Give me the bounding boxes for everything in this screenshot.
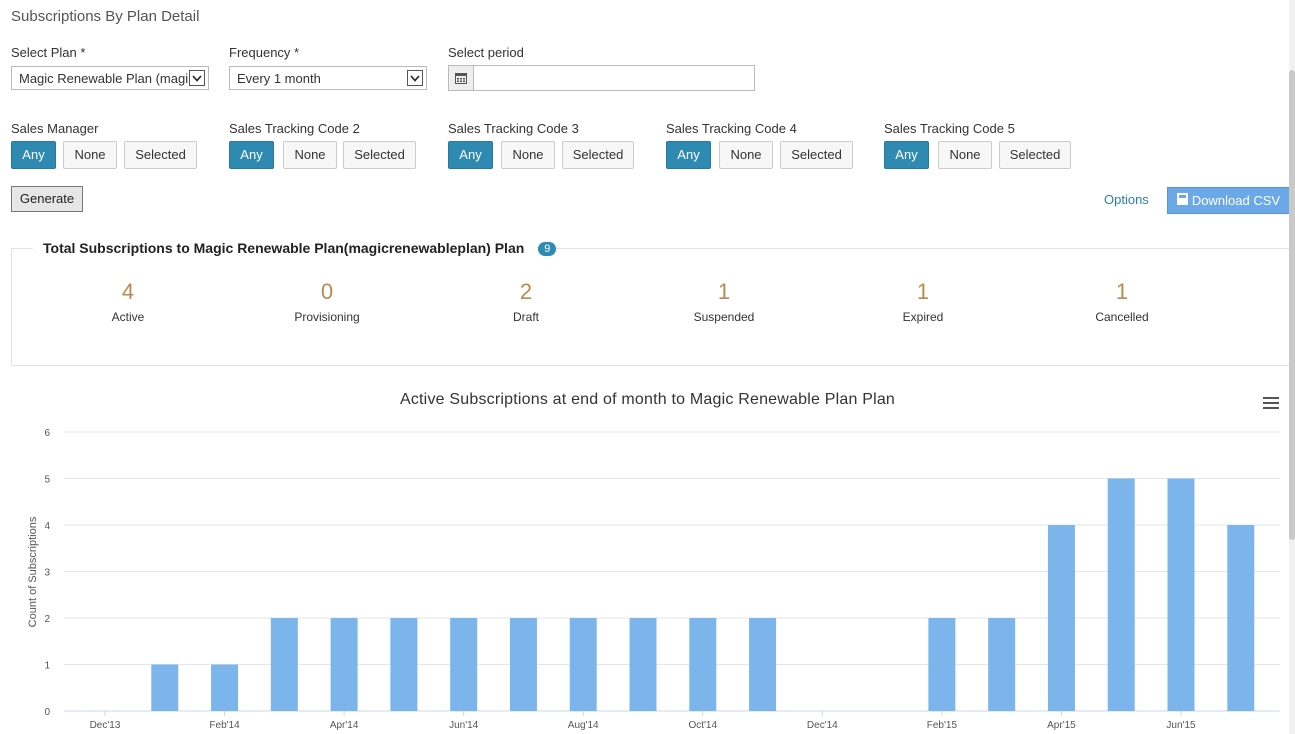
stat-cancelled: 1 Cancelled [1062, 278, 1182, 324]
bar-chart: 0 1 2 3 4 5 6 Dec'13 Feb'14 Apr'14 Jun'14 Aug'14 Oct… [44, 428, 1280, 731]
y-tick-label: 2 [44, 614, 50, 625]
bar [450, 618, 478, 711]
x-tick-label: Dec'14 [807, 720, 838, 731]
stat-value: 4 [121, 279, 135, 304]
x-tick-label: Feb'14 [209, 720, 240, 731]
stat-value: 2 [519, 279, 533, 304]
download-icon [1176, 188, 1188, 213]
y-tick-label: 0 [44, 707, 50, 718]
bar [689, 618, 717, 711]
selected-button[interactable]: Selected [999, 141, 1071, 169]
chevron-down-icon[interactable] [407, 70, 423, 86]
select-plan-label: Select Plan * [11, 45, 86, 60]
y-tick-label: 5 [44, 475, 50, 486]
y-tick-label: 4 [44, 521, 50, 532]
y-tick-label: 3 [44, 568, 50, 579]
bar [569, 618, 597, 711]
x-tick-label: Aug'14 [568, 720, 599, 731]
stat-value: 0 [320, 279, 334, 304]
chevron-down-icon[interactable] [189, 70, 205, 86]
any-button[interactable]: Any [448, 141, 493, 169]
group-label: Sales Tracking Code 3 [448, 121, 579, 136]
x-tick-label: Jun'14 [449, 720, 479, 731]
stat-value: 1 [1115, 279, 1129, 304]
bar [1167, 478, 1195, 711]
selected-button[interactable]: Selected [343, 141, 416, 169]
stat-active: 4 Active [68, 278, 188, 324]
stat-value: 1 [717, 279, 731, 304]
stat-label: Expired [902, 310, 944, 324]
selected-button[interactable]: Selected [780, 141, 853, 169]
group-label: Sales Tracking Code 4 [666, 121, 797, 136]
calendar-icon[interactable] [449, 66, 474, 90]
bar [988, 618, 1016, 711]
plan-select-value: Magic Renewable Plan (magi [19, 71, 189, 86]
stat-label: Suspended [693, 310, 755, 324]
x-tick-label: Apr'14 [330, 720, 359, 731]
y-tick-label: 6 [44, 428, 50, 439]
download-csv-label: Download CSV [1191, 193, 1281, 208]
any-button[interactable]: Any [229, 141, 274, 169]
download-csv-button[interactable]: Download CSV [1167, 187, 1290, 214]
bar [629, 618, 657, 711]
bar [270, 618, 298, 711]
stat-label: Active [111, 310, 145, 324]
bar [1047, 525, 1075, 711]
summary-title-text: Total Subscriptions to Magic Renewable P… [33, 240, 535, 256]
y-tick-label: 1 [44, 661, 50, 672]
x-tick-label: Apr'15 [1047, 720, 1076, 731]
group-label: Sales Tracking Code 2 [229, 121, 360, 136]
bar [151, 664, 179, 711]
plan-select[interactable]: Magic Renewable Plan (magi [11, 66, 209, 90]
frequency-select-value: Every 1 month [237, 71, 321, 86]
group-label: Sales Manager [11, 121, 99, 136]
stat-expired: 1 Expired [863, 278, 983, 324]
bar [749, 618, 777, 711]
period-input[interactable] [448, 65, 755, 91]
bar [390, 618, 418, 711]
selected-button[interactable]: Selected [124, 141, 197, 169]
selected-button[interactable]: Selected [562, 141, 634, 169]
x-tick-label: Dec'13 [90, 720, 121, 731]
x-tick-label: Jun'15 [1166, 720, 1196, 731]
bar [928, 618, 956, 711]
select-period-label: Select period [448, 45, 524, 60]
bar [330, 618, 358, 711]
options-link[interactable]: Options [1104, 192, 1149, 207]
none-button[interactable]: None [938, 141, 992, 169]
x-tick-label: Feb'15 [927, 720, 958, 731]
page-title: Subscriptions By Plan Detail [11, 8, 200, 25]
scrollbar-thumb[interactable] [1289, 70, 1295, 540]
stat-draft: 2 Draft [466, 278, 586, 324]
x-tick-label: Oct'14 [688, 720, 717, 731]
bar [1107, 478, 1135, 711]
stat-label: Cancelled [1095, 310, 1149, 324]
frequency-select[interactable]: Every 1 month [229, 66, 427, 90]
total-count-badge: 9 [538, 242, 557, 256]
bar [509, 618, 537, 711]
group-label: Sales Tracking Code 5 [884, 121, 1015, 136]
chart-title: Active Subscriptions at end of month to … [399, 391, 896, 408]
any-button[interactable]: Any [666, 141, 711, 169]
none-button[interactable]: None [501, 141, 555, 169]
any-button[interactable]: Any [884, 141, 929, 169]
hamburger-menu-icon[interactable] [1263, 397, 1279, 411]
stat-value: 1 [916, 279, 930, 304]
stat-label: Provisioning [294, 310, 360, 324]
frequency-label: Frequency * [229, 45, 300, 60]
none-button[interactable]: None [283, 141, 337, 169]
none-button[interactable]: None [719, 141, 773, 169]
stat-label: Draft [512, 310, 539, 324]
generate-button[interactable]: Generate [11, 186, 83, 212]
stat-suspended: 1 Suspended [664, 278, 784, 324]
any-button[interactable]: Any [11, 141, 56, 169]
none-button[interactable]: None [63, 141, 117, 169]
summary-title: Total Subscriptions to Magic Renewable P… [33, 240, 557, 256]
bar [1227, 525, 1255, 711]
stat-provisioning: 0 Provisioning [267, 278, 387, 324]
bar [211, 664, 239, 711]
